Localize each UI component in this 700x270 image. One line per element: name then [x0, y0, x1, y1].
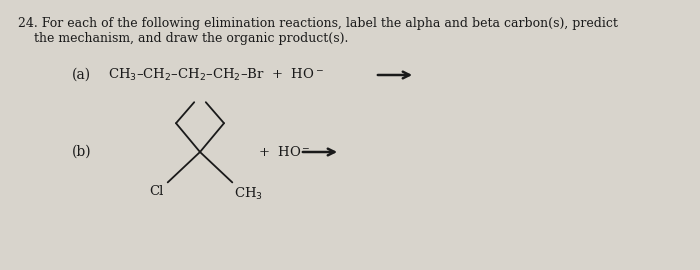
- Text: CH$_3$: CH$_3$: [234, 185, 263, 201]
- Text: (a): (a): [72, 68, 91, 82]
- Text: CH$_3$–CH$_2$–CH$_2$–CH$_2$–Br  +  HO$^-$: CH$_3$–CH$_2$–CH$_2$–CH$_2$–Br + HO$^-$: [108, 67, 324, 83]
- Text: Cl: Cl: [149, 185, 164, 198]
- Text: +  HO$^-$: + HO$^-$: [258, 145, 311, 159]
- Text: 24. For each of the following elimination reactions, label the alpha and beta ca: 24. For each of the following eliminatio…: [18, 17, 618, 30]
- Text: the mechanism, and draw the organic product(s).: the mechanism, and draw the organic prod…: [18, 32, 349, 45]
- Text: (b): (b): [72, 145, 92, 159]
